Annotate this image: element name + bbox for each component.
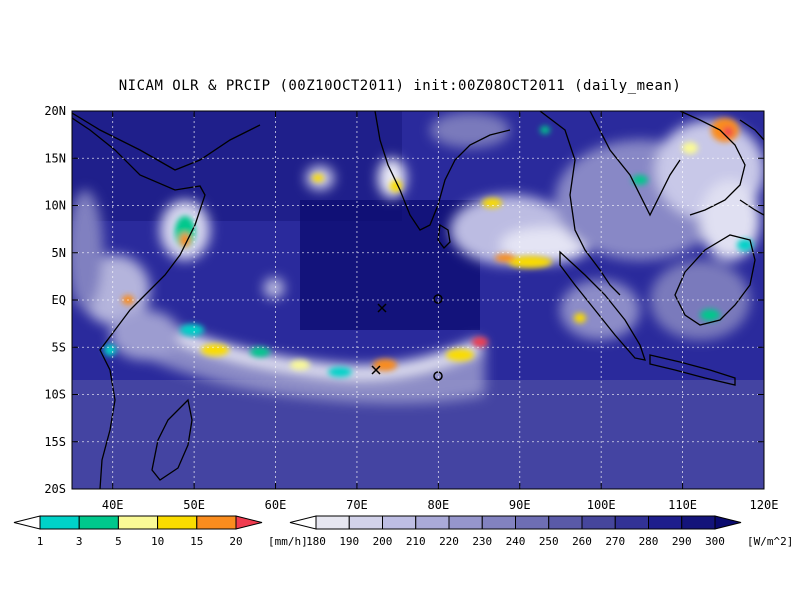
olr-colorbar-cap-right: [714, 515, 742, 530]
olr-colorbar-label: 260: [572, 535, 592, 548]
precip-colorbar-cap-right: [235, 515, 263, 530]
precip-colorbar-label: 5: [115, 535, 122, 548]
olr-colorbar-unit: [W/m^2]: [747, 535, 793, 548]
chart-title: NICAM OLR & PRCIP (00Z10OCT2011) init:00…: [118, 78, 682, 94]
x-tick-label: 110E: [668, 498, 697, 512]
olr-colorbar-swatch: [515, 515, 550, 530]
y-tick-label: 10N: [44, 199, 66, 213]
olr-colorbar-cap-left: [289, 515, 317, 530]
precip-colorbar-swatch: [39, 515, 80, 530]
precip-colorbar-swatch: [157, 515, 198, 530]
y-tick-label: 20S: [44, 482, 66, 496]
precip-colorbar-label: 3: [76, 535, 83, 548]
x-tick-label: 50E: [183, 498, 205, 512]
precip-colorbar-cap-left: [13, 515, 41, 530]
olr-colorbar-swatch: [681, 515, 716, 530]
olr-colorbar-label: 290: [672, 535, 692, 548]
precip-colorbar-label: 1: [37, 535, 44, 548]
olr-colorbar-swatch: [315, 515, 350, 530]
precip-colorbar-swatch: [78, 515, 119, 530]
marker-x-2: [371, 365, 381, 375]
olr-colorbar-swatch: [481, 515, 516, 530]
marker-x-1: [377, 303, 387, 313]
olr-colorbar-swatch: [382, 515, 417, 530]
precip-colorbar-unit: [mm/h]: [268, 535, 308, 548]
olr-colorbar-swatch: [581, 515, 616, 530]
olr-colorbar-label: 300: [705, 535, 725, 548]
olr-colorbar-swatch: [614, 515, 649, 530]
x-tick-label: 100E: [587, 498, 616, 512]
precip-colorbar-swatch: [117, 515, 159, 530]
x-tick-label: 70E: [346, 498, 368, 512]
grid-lines: [72, 111, 764, 489]
olr-colorbar-swatch: [648, 515, 683, 530]
olr-colorbar: 180 190 200 210 220 230 240 250 260 270 280 290 300 […: [289, 515, 793, 548]
olr-colorbar-label: 270: [605, 535, 625, 548]
y-tick-label: 10S: [44, 388, 66, 402]
precip-colorbar: 1 3 5 10 15 20 [mm/h]: [13, 515, 308, 548]
markers: [371, 294, 443, 381]
x-tick-label: 80E: [428, 498, 450, 512]
precip-colorbar-swatch: [196, 515, 237, 530]
olr-colorbar-label: 190: [339, 535, 359, 548]
y-tick-label: 15N: [44, 151, 66, 165]
x-tick-label: 90E: [509, 498, 531, 512]
olr-colorbar-label: 220: [439, 535, 459, 548]
olr-colorbar-swatch: [348, 515, 383, 530]
olr-colorbar-label: 250: [539, 535, 559, 548]
olr-colorbar-label: 280: [639, 535, 659, 548]
olr-colorbar-label: 200: [373, 535, 393, 548]
olr-colorbar-swatch: [548, 515, 583, 530]
olr-colorbar-label: 180: [306, 535, 326, 548]
y-tick-label: 20N: [44, 104, 66, 118]
y-axis: 20N 15N 10N 5N EQ 5S 10S 15S 20S: [44, 104, 764, 496]
olr-colorbar-label: 230: [472, 535, 492, 548]
y-tick-label: 15S: [44, 435, 66, 449]
x-tick-label: 120E: [750, 498, 779, 512]
precip-colorbar-label: 20: [229, 535, 242, 548]
x-tick-label: 60E: [265, 498, 287, 512]
olr-colorbar-swatch: [448, 515, 483, 530]
precip-colorbar-label: 15: [190, 535, 203, 548]
precip-colorbar-label: 10: [151, 535, 164, 548]
y-tick-label: 5S: [52, 340, 66, 354]
precip-field: [104, 118, 753, 377]
coastlines: [72, 111, 764, 489]
olr-colorbar-label: 210: [406, 535, 426, 548]
y-tick-label: EQ: [52, 293, 66, 307]
y-tick-label: 5N: [52, 246, 66, 260]
x-tick-label: 40E: [102, 498, 124, 512]
olr-colorbar-swatch: [415, 515, 450, 530]
x-axis: 40E 50E 60E 70E 80E 90E 100E 110E 120E: [102, 111, 779, 512]
olr-colorbar-label: 240: [506, 535, 526, 548]
